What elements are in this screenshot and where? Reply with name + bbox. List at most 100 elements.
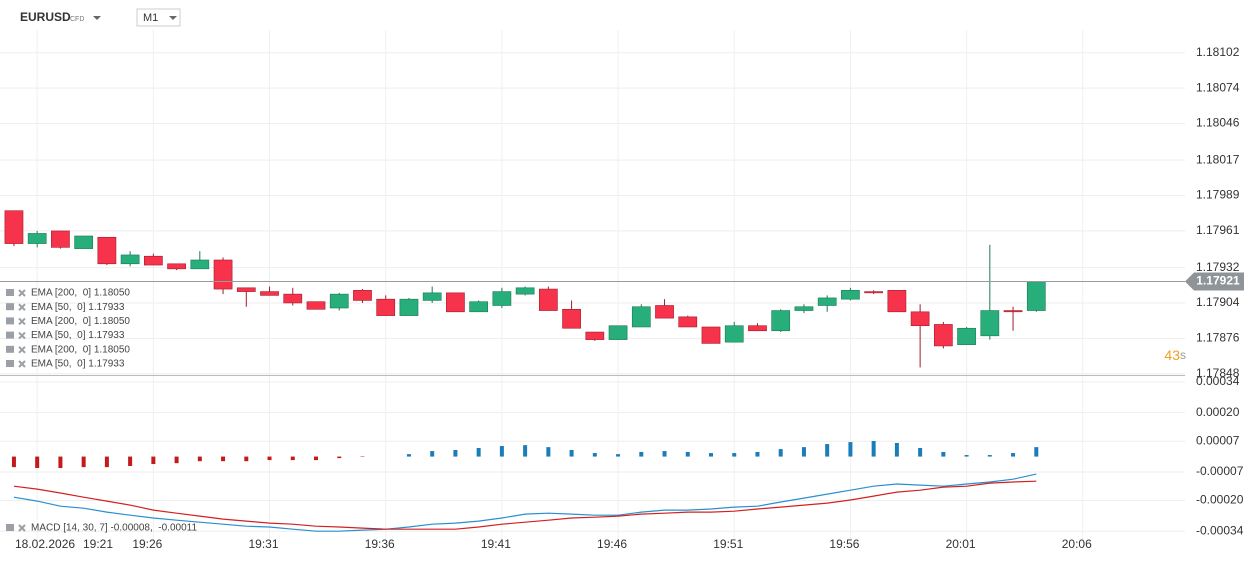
candle-body <box>655 305 674 319</box>
candle-body <box>74 235 94 249</box>
timeframe-box[interactable] <box>136 8 181 27</box>
indicator-remove-icon[interactable] <box>18 317 26 326</box>
symbol[interactable]: EURUSD <box>20 10 71 24</box>
histogram-bar <box>151 456 156 465</box>
y-tick-label: 1.17904 <box>1196 295 1240 309</box>
histogram-bar <box>174 456 179 464</box>
candle-body <box>701 326 721 344</box>
candle-body <box>190 259 210 270</box>
y-tick-label: -0.00020 <box>1196 493 1244 507</box>
candle-body <box>283 293 303 304</box>
timeframe-caret[interactable] <box>169 16 177 20</box>
histogram-bar <box>81 456 86 468</box>
candle-body <box>306 301 326 310</box>
histogram-bar <box>337 456 342 459</box>
candle-body <box>446 292 465 313</box>
histogram-bar <box>35 456 40 468</box>
candle-body <box>562 308 581 329</box>
indicator-label: EMA [50, 0] 1.17933 <box>31 359 125 370</box>
indicator-settings-icon[interactable] <box>6 331 14 339</box>
candle-body <box>794 306 814 311</box>
indicator-label: EMA [200, 0] 1.18050 <box>31 344 130 355</box>
x-tick-label: 19:31 <box>249 537 279 551</box>
histogram-bar <box>709 453 713 457</box>
candle-body <box>399 298 419 316</box>
candle-body <box>724 325 744 343</box>
timeframe[interactable]: M1 <box>143 12 158 24</box>
candle-body <box>97 236 117 265</box>
y-tick-label: 1.17932 <box>1196 260 1240 274</box>
symbol-caret[interactable] <box>93 16 101 20</box>
histogram-bar <box>964 455 969 457</box>
histogram-bar <box>290 456 295 461</box>
candle-body <box>329 293 349 309</box>
histogram-bar <box>453 449 458 457</box>
candle-body <box>585 331 605 340</box>
indicator-remove-icon[interactable] <box>18 346 26 354</box>
histogram-bar <box>755 451 760 457</box>
candle-body <box>143 255 163 266</box>
indicator-label: EMA [200, 0] 1.18050 <box>31 288 130 299</box>
indicator-remove-icon[interactable] <box>18 524 26 532</box>
y-tick-label: 1.18017 <box>1196 152 1240 166</box>
candle-body <box>957 327 976 345</box>
indicator-settings-icon[interactable] <box>6 289 14 296</box>
last-price-badge <box>1185 272 1244 291</box>
histogram-bar <box>825 444 830 457</box>
histogram-bar <box>11 456 16 468</box>
y-tick-label: 1.18046 <box>1196 116 1240 130</box>
histogram-bar <box>918 448 923 457</box>
x-tick-label: 20:06 <box>1062 537 1092 551</box>
x-tick-label: 19:56 <box>829 537 859 551</box>
indicator-settings-icon[interactable] <box>6 345 14 353</box>
candle-body <box>51 230 70 248</box>
indicator-settings-icon[interactable] <box>6 524 14 531</box>
candle-body <box>1003 310 1023 313</box>
symbol-kind: CFD <box>70 16 84 23</box>
candle-body <box>817 297 837 306</box>
candle-body <box>515 287 535 295</box>
histogram-bar <box>406 454 411 457</box>
candle-body <box>260 291 279 296</box>
countdown-value: 43 <box>1164 347 1180 363</box>
indicator-remove-icon[interactable] <box>18 360 26 368</box>
marks <box>0 210 1185 532</box>
candle-body <box>841 290 860 300</box>
candle-body <box>538 288 558 311</box>
histogram-bar <box>1034 447 1039 457</box>
candle-body <box>1026 281 1046 311</box>
y-tick-label: 0.00007 <box>1196 433 1240 447</box>
y-tick-label: 1.17876 <box>1196 331 1240 345</box>
indicator-settings-icon[interactable] <box>6 303 14 311</box>
histogram-bar <box>941 451 946 457</box>
candle-body <box>980 310 1000 337</box>
indicator-label: EMA [200, 0] 1.18050 <box>31 316 130 327</box>
indicator-settings-icon[interactable] <box>6 360 14 367</box>
y-tick-label: -0.00034 <box>1196 523 1244 537</box>
indicator-remove-icon[interactable] <box>18 331 26 340</box>
indicator-label: EMA [50, 0] 1.17933 <box>31 302 125 313</box>
histogram-bar <box>267 456 272 461</box>
y-tick-label: 1.17961 <box>1196 223 1240 237</box>
countdown: 43s <box>1164 347 1186 363</box>
histogram-bar <box>685 451 690 457</box>
candle-body <box>887 290 907 313</box>
histogram-bar <box>662 451 667 457</box>
histogram-bar <box>1011 453 1016 457</box>
y-tick-label: 1.18074 <box>1196 80 1240 94</box>
indicator-remove-icon[interactable] <box>18 289 26 297</box>
histogram-bar <box>197 456 202 462</box>
y-tick-label: -0.00007 <box>1196 464 1244 478</box>
candle-body <box>120 254 140 265</box>
histogram-bar <box>592 453 597 457</box>
macd-legend: MACD [14, 30, 7] -0.00008, -0.00011 <box>31 523 197 534</box>
histogram-bar <box>987 455 992 457</box>
indicator-settings-icon[interactable] <box>6 317 14 325</box>
histogram-bar <box>569 449 574 457</box>
indicator-remove-icon[interactable] <box>18 303 26 311</box>
overlay: 1.18102 1.18074 1.18046 1.18017 1.17989 1.179… <box>6 45 1244 551</box>
histogram-bar <box>546 447 551 457</box>
date-label: 18.02.2026 <box>15 537 75 551</box>
candle-body <box>748 325 767 332</box>
